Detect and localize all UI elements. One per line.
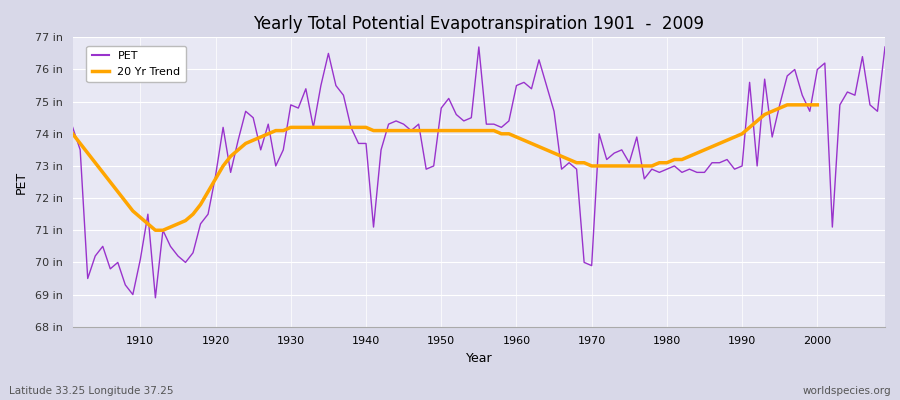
- Text: Latitude 33.25 Longitude 37.25: Latitude 33.25 Longitude 37.25: [9, 386, 174, 396]
- Y-axis label: PET: PET: [15, 170, 28, 194]
- X-axis label: Year: Year: [465, 352, 492, 365]
- Title: Yearly Total Potential Evapotranspiration 1901  -  2009: Yearly Total Potential Evapotranspiratio…: [253, 15, 705, 33]
- Text: worldspecies.org: worldspecies.org: [803, 386, 891, 396]
- Legend: PET, 20 Yr Trend: PET, 20 Yr Trend: [86, 46, 186, 82]
